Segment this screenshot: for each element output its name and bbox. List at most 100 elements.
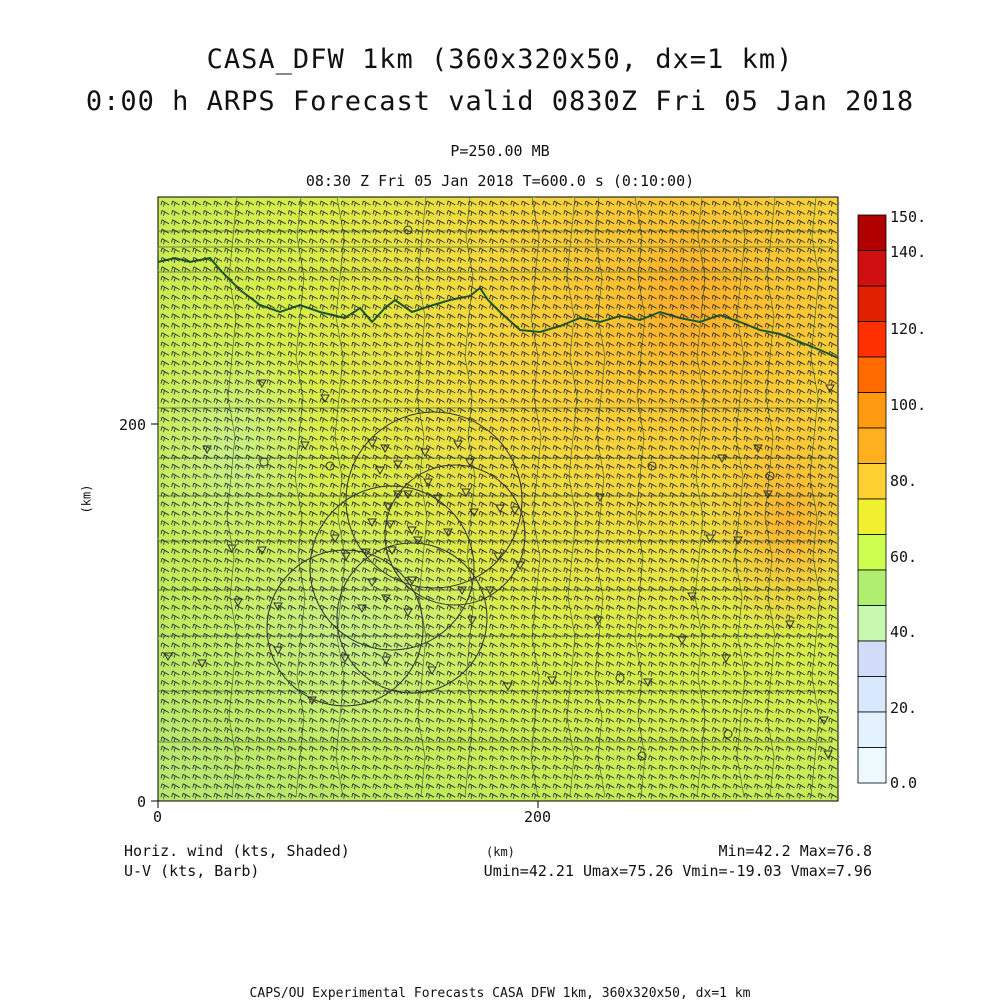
wind-barb: [520, 200, 530, 207]
wind-barb: [626, 285, 636, 292]
wind-barb: [277, 698, 286, 705]
wind-barb: [446, 398, 456, 405]
wind-barb: [351, 416, 361, 423]
wind-barb: [330, 670, 339, 677]
wind-barb: [817, 454, 827, 461]
wind-barb: [775, 642, 785, 649]
wind-barb: [255, 473, 265, 480]
wind-barb: [722, 228, 732, 235]
credit-line: CAPS/OU Experimental Forecasts CASA DFW …: [249, 986, 751, 1001]
wind-barb: [202, 651, 212, 658]
wind-barb: [563, 294, 573, 301]
wind-barb: [202, 557, 212, 564]
wind-barb: [552, 398, 562, 405]
wind-barb: [181, 764, 191, 771]
wind-barb: [828, 661, 838, 668]
wind-barb: [520, 416, 530, 423]
wind-barb: [573, 651, 583, 658]
wind-barb: [775, 651, 785, 658]
wind-barb: [213, 708, 223, 715]
wind-barb: [224, 275, 233, 282]
wind-barb: [287, 322, 297, 329]
wind-barb: [489, 774, 498, 781]
wind-barb: [584, 294, 594, 301]
wind-barb: [679, 210, 689, 217]
wind-barb: [605, 670, 615, 677]
wind-barb: [404, 736, 414, 743]
wind-barb: [467, 200, 477, 207]
wind-barb: [754, 454, 763, 461]
wind-barb: [520, 755, 530, 762]
wind-barb: [287, 614, 297, 621]
station-circle: [765, 471, 775, 481]
wind-barb: [764, 322, 774, 329]
wind-barb: [531, 557, 541, 564]
wind-barb: [552, 388, 562, 395]
wind-barb: [616, 727, 626, 734]
wind-barb: [489, 548, 498, 555]
wind-barb: [181, 529, 191, 536]
wind-barb: [171, 266, 180, 273]
wind-barb: [319, 736, 329, 743]
wind-barb: [266, 416, 276, 423]
wind-barb: [298, 576, 308, 583]
wind-barb: [393, 529, 403, 536]
wind-barb: [807, 210, 816, 217]
wind-barb: [308, 623, 318, 630]
wind-barb: [308, 266, 318, 273]
wind-barb: [817, 651, 827, 658]
wind-barb: [446, 257, 456, 264]
wind-barb: [764, 764, 774, 771]
wind-barb: [425, 576, 435, 583]
station-triangle: [361, 548, 371, 558]
wind-barb: [701, 539, 710, 546]
wind-barb: [785, 717, 795, 724]
wind-barb: [255, 482, 265, 489]
wind-barb: [542, 398, 551, 405]
wind-barb: [213, 322, 223, 329]
wind-barb: [308, 435, 318, 442]
wind-barb: [277, 604, 286, 611]
wind-barb: [658, 633, 668, 640]
wind-barb: [277, 473, 286, 480]
wind-barb: [308, 492, 318, 499]
wind-barb: [425, 614, 435, 621]
wind-barb: [393, 332, 403, 339]
wind-barb: [722, 557, 732, 564]
wind-barb: [626, 219, 636, 226]
wind-barb: [743, 463, 753, 470]
wind-barb: [679, 708, 689, 715]
wind-barb: [658, 266, 668, 273]
wind-barb: [298, 727, 308, 734]
wind-barb: [658, 473, 668, 480]
wind-barb: [245, 614, 255, 621]
wind-barb: [478, 680, 488, 687]
wind-barb: [277, 285, 286, 292]
wind-barb: [732, 257, 742, 264]
station-triangle: [393, 460, 403, 470]
wind-barb: [245, 398, 255, 405]
wind-barb: [446, 407, 456, 414]
wind-barb: [192, 482, 202, 489]
wind-barb: [669, 463, 679, 470]
wind-barb: [372, 736, 382, 743]
wind-barb: [160, 247, 170, 254]
wind-barb: [743, 482, 753, 489]
wind-barb: [732, 294, 742, 301]
wind-barb: [743, 445, 753, 452]
colorbar-swatch: [857, 427, 887, 464]
wind-barb: [828, 435, 838, 442]
wind-barb: [732, 651, 742, 658]
wind-barb: [277, 351, 286, 358]
wind-barb: [499, 510, 509, 517]
wind-barb: [446, 727, 456, 734]
wind-barb: [637, 238, 647, 245]
wind-barb: [213, 614, 223, 621]
wind-barb: [732, 210, 742, 217]
wind-barb: [245, 736, 255, 743]
wind-barb: [404, 680, 414, 687]
wind-barb: [605, 426, 615, 433]
wind-barb: [584, 510, 594, 517]
wind-barb: [616, 623, 626, 630]
wind-barb: [807, 623, 816, 630]
